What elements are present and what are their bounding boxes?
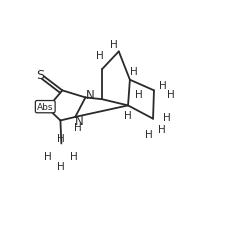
Text: H: H: [130, 67, 137, 76]
Text: H: H: [74, 122, 82, 132]
Text: H: H: [96, 51, 104, 61]
Text: H: H: [145, 129, 152, 139]
Text: N: N: [75, 114, 83, 127]
Text: H: H: [159, 81, 167, 91]
Text: Abs: Abs: [37, 103, 54, 112]
Text: H: H: [57, 134, 64, 144]
Text: H: H: [124, 111, 132, 121]
Text: H: H: [57, 161, 64, 171]
Text: H: H: [43, 151, 51, 161]
Text: H: H: [158, 125, 165, 135]
Text: H: H: [163, 112, 171, 122]
Text: H: H: [110, 40, 118, 50]
Text: S: S: [36, 68, 44, 81]
Text: N: N: [86, 88, 94, 101]
Text: H: H: [70, 151, 77, 161]
Text: H: H: [135, 90, 143, 99]
Text: H: H: [167, 90, 174, 99]
